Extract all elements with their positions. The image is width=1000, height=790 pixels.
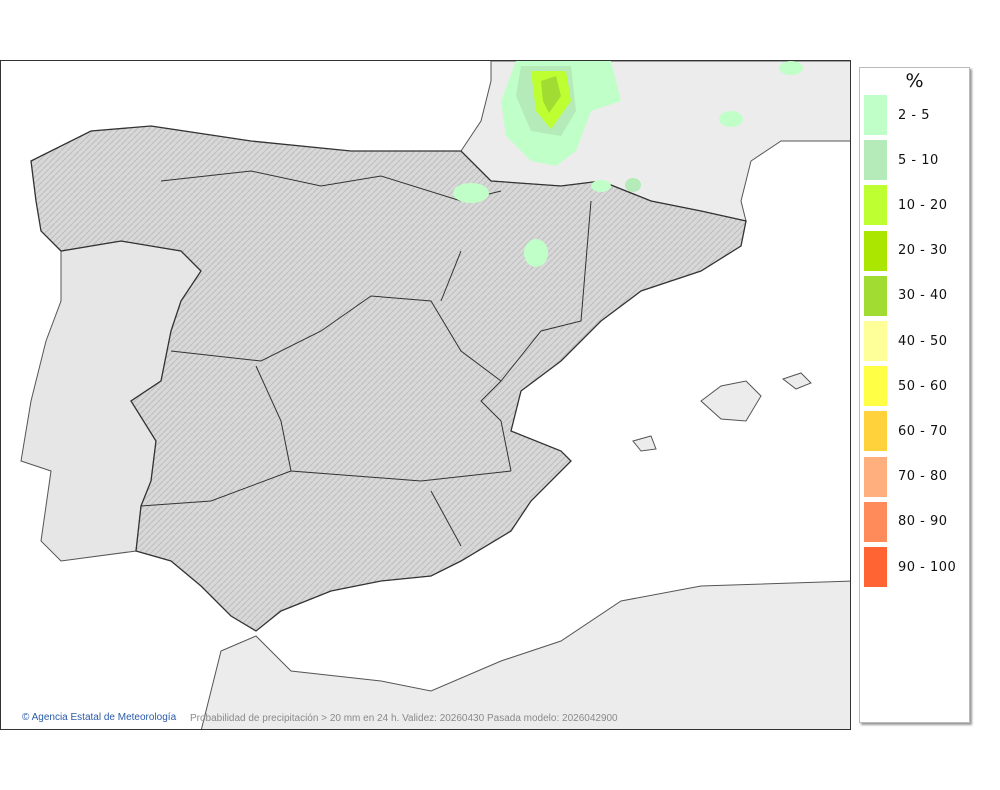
legend-swatch — [864, 321, 887, 361]
legend-swatch — [864, 140, 887, 181]
legend-item: 10 - 20 — [864, 185, 948, 226]
africa — [200, 580, 850, 729]
legend-item: 30 - 40 — [864, 275, 948, 316]
legend-label: 90 - 100 — [898, 559, 957, 575]
legend-label: 60 - 70 — [898, 423, 948, 439]
balearic-islands — [632, 372, 812, 452]
legend-label: 2 - 5 — [898, 107, 930, 123]
legend-label: 20 - 30 — [898, 243, 948, 259]
map-canvas — [20, 61, 850, 729]
legend-item: 5 - 10 — [864, 140, 939, 181]
legend-label: 5 - 10 — [898, 152, 939, 168]
legend-swatch — [864, 456, 887, 497]
legend-swatch — [864, 185, 887, 226]
legend-label: 10 - 20 — [898, 197, 948, 213]
legend-item: 70 - 80 — [864, 456, 948, 497]
legend-item: 2 - 5 — [864, 95, 930, 135]
precipitation-probability-map[interactable]: A E met Agencia Estatal de Meteorología — [0, 60, 851, 730]
legend-swatch — [864, 230, 887, 271]
legend-swatch — [864, 275, 887, 316]
legend-swatch — [864, 501, 887, 542]
legend-item: 20 - 30 — [864, 230, 948, 271]
spain — [30, 125, 747, 632]
legend-item: 80 - 90 — [864, 501, 948, 542]
copyright-credit: © Agencia Estatal de Meteorología — [22, 712, 177, 723]
legend-item: 60 - 70 — [864, 411, 948, 452]
legend-label: 50 - 60 — [898, 378, 948, 394]
legend-label: 70 - 80 — [898, 469, 948, 485]
legend-swatch — [864, 547, 887, 587]
legend-item: 40 - 50 — [864, 321, 948, 361]
legend-title: % — [905, 70, 924, 92]
legend-swatch — [864, 366, 887, 407]
legend-item: 50 - 60 — [864, 366, 948, 407]
legend-label: 30 - 40 — [898, 288, 948, 304]
map-caption: Probabilidad de precipitación > 20 mm en… — [190, 713, 618, 724]
legend-label: 80 - 90 — [898, 514, 948, 530]
probability-areas — [453, 61, 803, 267]
legend-swatch — [864, 411, 887, 452]
legend: % 2 - 5 5 - 10 10 - 20 20 - 30 30 - 40 40 - 5… — [859, 67, 970, 723]
legend-swatch — [864, 95, 887, 135]
legend-label: 40 - 50 — [898, 333, 948, 349]
legend-item: 90 - 100 — [864, 547, 956, 587]
